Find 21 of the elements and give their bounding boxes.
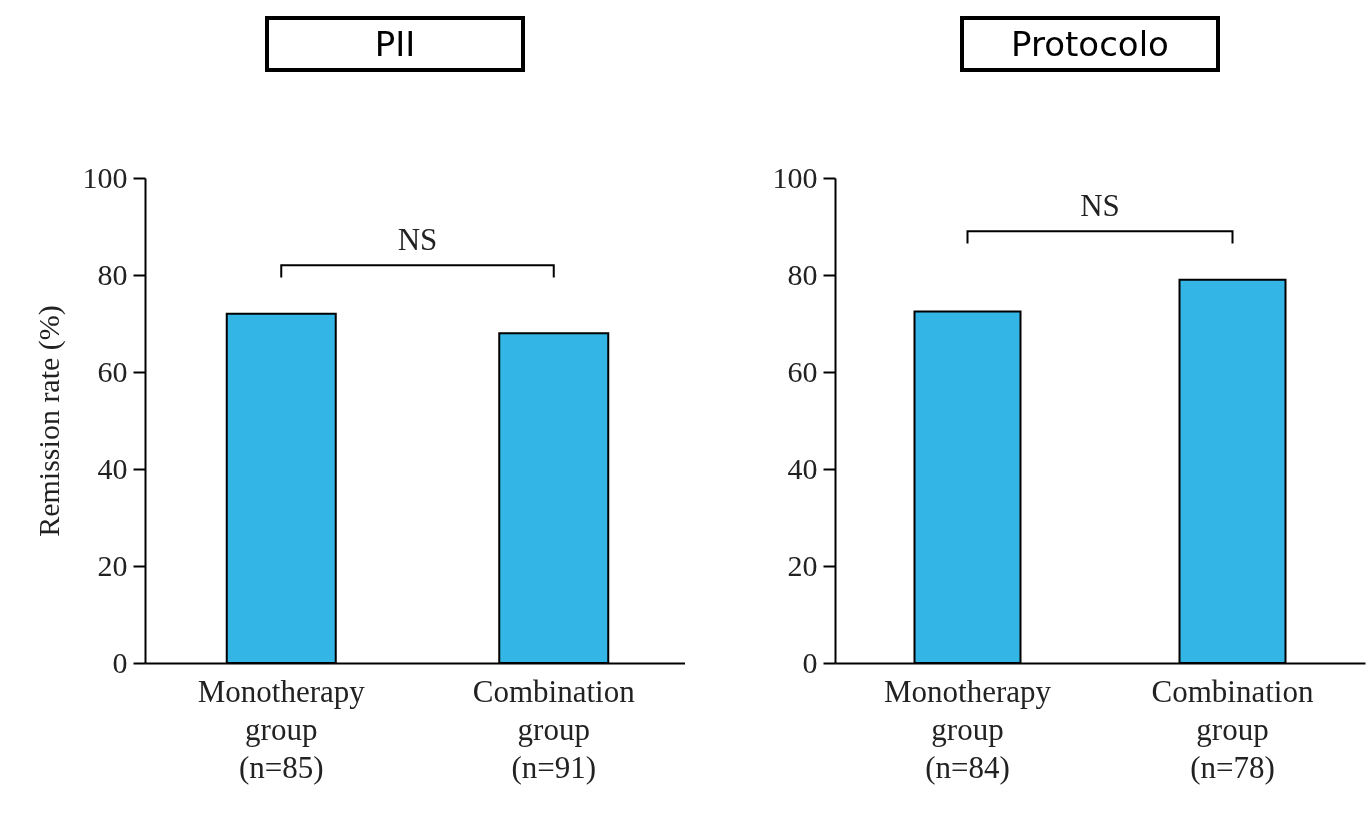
y-tick-label: 20 bbox=[787, 548, 818, 582]
x-tick-label: Combination group (n=78) bbox=[1151, 673, 1314, 785]
y-tick-label: 0 bbox=[802, 645, 818, 679]
x-tick-label: Monotherapy group (n=84) bbox=[883, 673, 1052, 785]
y-tick-label: 20 bbox=[97, 548, 128, 582]
y-tick-label: 60 bbox=[787, 354, 818, 388]
y-axis-title: Remission rate (%) bbox=[31, 305, 66, 537]
x-tick-label: Monotherapy group (n=85) bbox=[197, 673, 366, 785]
annotation: NS bbox=[397, 222, 438, 258]
x-tick-label: Combination group (n=91) bbox=[472, 673, 636, 785]
chart-title: Protocolo bbox=[960, 16, 1220, 72]
annotation: NS bbox=[1080, 188, 1120, 224]
y-tick-label: 100 bbox=[772, 160, 818, 194]
chart-title: PII bbox=[265, 16, 525, 72]
y-tick-label: 0 bbox=[112, 645, 128, 679]
y-tick-label: 40 bbox=[97, 451, 128, 485]
y-tick-label: 40 bbox=[787, 451, 818, 485]
y-tick-label: 60 bbox=[97, 354, 128, 388]
y-tick-label: 80 bbox=[97, 257, 128, 291]
y-tick-label: 80 bbox=[787, 257, 818, 291]
y-tick-label: 100 bbox=[82, 160, 128, 194]
